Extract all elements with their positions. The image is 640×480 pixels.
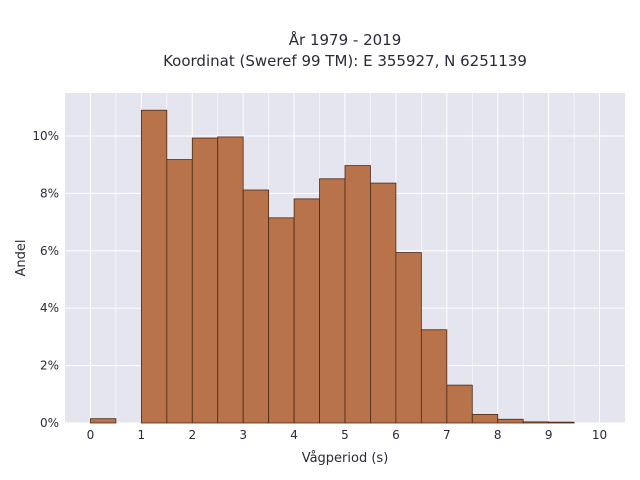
y-tick-labels: 0% 2% 4% 6% 8% 10%	[32, 129, 59, 430]
chart-title-line1: År 1979 - 2019	[289, 30, 402, 49]
y-tick-label: 4%	[40, 301, 59, 315]
histogram-bar	[166, 159, 193, 424]
histogram-bar	[217, 136, 244, 424]
x-tick-label: 4	[290, 428, 298, 442]
x-tick-label: 8	[494, 428, 502, 442]
histogram-bar	[522, 421, 550, 424]
y-tick-label: 0%	[40, 416, 59, 430]
x-axis-label: Vågperiod (s)	[302, 451, 389, 466]
y-tick-label: 10%	[32, 129, 59, 143]
x-tick-label: 6	[392, 428, 400, 442]
histogram-bar	[497, 418, 524, 424]
histogram-bar	[446, 384, 473, 424]
histogram-bar	[140, 109, 168, 424]
histogram-bar	[471, 413, 499, 424]
histogram-bar	[268, 217, 295, 424]
x-tick-label: 1	[138, 428, 146, 442]
x-tick-label: 0	[87, 428, 95, 442]
x-tick-labels: 0 1 2 3 4 5 6 7 8 9 10	[87, 428, 608, 442]
histogram-bar	[370, 182, 397, 424]
x-tick-label: 5	[341, 428, 349, 442]
y-tick-label: 8%	[40, 186, 59, 200]
histogram-bars	[90, 109, 575, 424]
y-tick-label: 2%	[40, 359, 59, 373]
histogram-bar	[293, 198, 320, 424]
histogram-bar	[319, 178, 346, 424]
histogram-bar	[90, 418, 117, 424]
y-tick-label: 6%	[40, 244, 59, 258]
y-axis-label: Andel	[14, 240, 29, 277]
x-tick-label: 3	[239, 428, 247, 442]
histogram-bar	[191, 137, 219, 424]
histogram-bar	[420, 329, 448, 424]
chart-title-line2: Koordinat (Sweref 99 TM): E 355927, N 62…	[163, 52, 527, 70]
x-tick-label: 9	[545, 428, 553, 442]
x-tick-label: 10	[592, 428, 607, 442]
histogram-bar	[344, 165, 371, 424]
x-tick-label: 7	[443, 428, 451, 442]
histogram-bar	[548, 421, 575, 424]
histogram-bar	[395, 252, 422, 424]
histogram-bar	[242, 189, 270, 424]
x-tick-label: 2	[188, 428, 196, 442]
